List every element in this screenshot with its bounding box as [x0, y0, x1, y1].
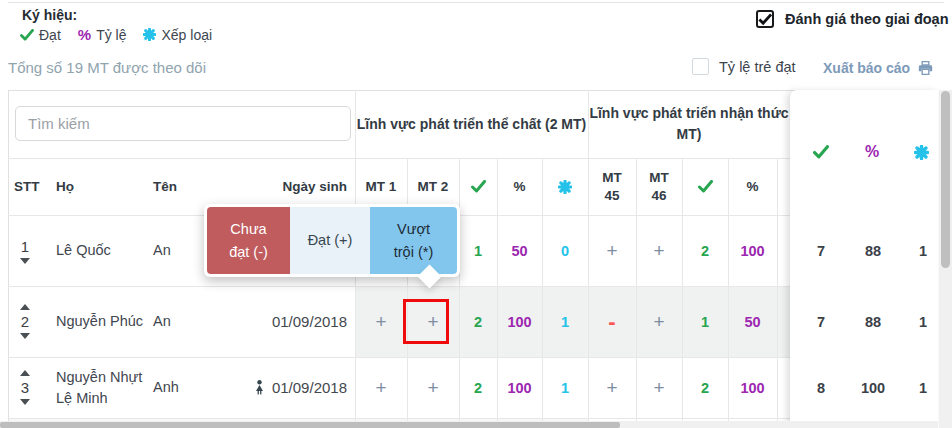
phase-label: Đánh giá theo giai đoạn	[785, 11, 949, 27]
col-header-rate1	[542, 158, 588, 215]
move-up-icon[interactable]	[20, 304, 30, 310]
option-vuot-troi[interactable]: Vượt trội (*)	[370, 207, 457, 274]
legend-item-dat: Đạt	[20, 27, 61, 43]
col-header-pct2: %	[728, 158, 777, 215]
group-header-the-chat: Lĩnh vực phát triển thể chất (2 MT)	[355, 90, 588, 158]
summary-rating-icon	[901, 132, 941, 172]
printer-icon	[917, 60, 934, 76]
phase-toggle[interactable]: Đánh giá theo giai đoạn	[756, 10, 949, 28]
col-header-pct1: %	[497, 158, 542, 215]
cell-pct1: 100	[497, 357, 542, 418]
cell-check2: 2	[682, 215, 728, 286]
legend-item-xeploai: Xếp loại	[143, 27, 212, 43]
col-header-check2	[682, 158, 728, 215]
cell-mt45[interactable]: +	[588, 357, 636, 418]
cell-sum-rate: 1	[903, 286, 943, 357]
cell-check1: 2	[459, 286, 497, 357]
cell-pct2: 50	[728, 286, 777, 357]
cell-sum-check: 7	[801, 215, 841, 286]
col-header-ho: Họ	[56, 158, 116, 215]
rate-toggle[interactable]: Tỷ lệ trẻ đạt	[692, 58, 796, 75]
cell-mt46[interactable]: +	[636, 215, 682, 286]
top-divider	[8, 2, 944, 3]
check-icon	[20, 29, 34, 41]
cell-rate1: 1	[542, 286, 588, 357]
cell-sum-check: 7	[801, 286, 841, 357]
summary-percent-icon: %	[852, 132, 892, 172]
cell-ho: Nguyễn Phúc	[56, 286, 151, 357]
cell-sum-rate: 1	[903, 215, 943, 286]
move-down-icon[interactable]	[20, 258, 30, 264]
cell-mt2[interactable]: +	[407, 357, 459, 418]
cell-mt45[interactable]: -	[588, 286, 636, 357]
cell-ho: Lê Quốc	[56, 215, 151, 286]
cell-ten: An	[153, 286, 248, 357]
legend: Đạt % Tỷ lệ Xếp loại	[20, 26, 212, 43]
move-down-icon[interactable]	[20, 399, 30, 405]
row-stt: 3	[12, 357, 38, 418]
rating-popup: Chưa đạt (-) Đạt (+) Vượt trội (*)	[204, 204, 460, 277]
cell-pct2: 100	[728, 357, 777, 418]
rate-checkbox[interactable]	[692, 58, 709, 75]
group-header-nhan-thuc: Lĩnh vực phát triển nhận thức MT)	[588, 90, 790, 158]
cell-mt1[interactable]: +	[355, 357, 407, 418]
cell-mt46[interactable]: +	[636, 357, 682, 418]
cell-sum-pct: 88	[853, 286, 893, 357]
cell-mt1[interactable]: +	[355, 286, 407, 357]
cell-sum-pct: 100	[853, 357, 893, 418]
col-header-stt: STT	[14, 158, 54, 215]
cell-mt46[interactable]: +	[636, 286, 682, 357]
cell-pct2: 100	[728, 215, 777, 286]
move-up-icon[interactable]	[20, 370, 30, 376]
cell-ngay-sinh: 01/09/2018	[227, 357, 347, 418]
move-down-icon[interactable]	[20, 333, 30, 339]
assessment-table: Lĩnh vực phát triển thể chất (2 MT) Lĩnh…	[8, 90, 938, 428]
col-header-mt46: MT 46	[636, 158, 682, 215]
selected-cell-highlight	[403, 299, 449, 344]
female-icon	[255, 380, 264, 395]
rate-label: Tỷ lệ trẻ đạt	[719, 59, 796, 75]
cell-sum-pct: 88	[853, 215, 893, 286]
option-chua-dat[interactable]: Chưa đạt (-)	[207, 207, 290, 274]
total-count-label: Tổng số 19 MT được theo dõi	[8, 59, 206, 76]
legend-item-tyle: % Tỷ lệ	[78, 26, 127, 43]
phase-checkbox[interactable]	[756, 10, 774, 28]
percent-icon: %	[78, 26, 91, 43]
cell-check2: 1	[682, 286, 728, 357]
col-header-check1	[459, 158, 497, 215]
cell-pct1: 100	[497, 286, 542, 357]
cell-mt45[interactable]: +	[588, 215, 636, 286]
cell-check2: 2	[682, 357, 728, 418]
cell-sum-check: 8	[801, 357, 841, 418]
cell-ngay-sinh: 01/09/2018	[247, 286, 347, 357]
export-report-link[interactable]: Xuất báo cáo	[823, 60, 934, 76]
cell-sum-rate: 1	[903, 357, 943, 418]
cell-check1: 1	[459, 215, 497, 286]
cell-check1: 2	[459, 357, 497, 418]
cell-ho: Nguyễn Nhựt Lệ Minh	[56, 357, 153, 418]
cell-pct1: 50	[497, 215, 542, 286]
horizontal-scrollbar-thumb[interactable]	[0, 422, 620, 428]
row-stt: 2	[12, 286, 38, 357]
cell-rate1: 0	[542, 215, 588, 286]
search-input[interactable]	[15, 106, 351, 141]
cell-rate1: 1	[542, 357, 588, 418]
col-header-mt45: MT 45	[588, 158, 636, 215]
legend-title: Ký hiệu:	[22, 7, 77, 23]
summary-check-icon	[801, 132, 841, 172]
row-stt: 1	[12, 215, 38, 286]
option-dat[interactable]: Đạt (+)	[290, 207, 370, 274]
rating-icon	[143, 28, 156, 41]
